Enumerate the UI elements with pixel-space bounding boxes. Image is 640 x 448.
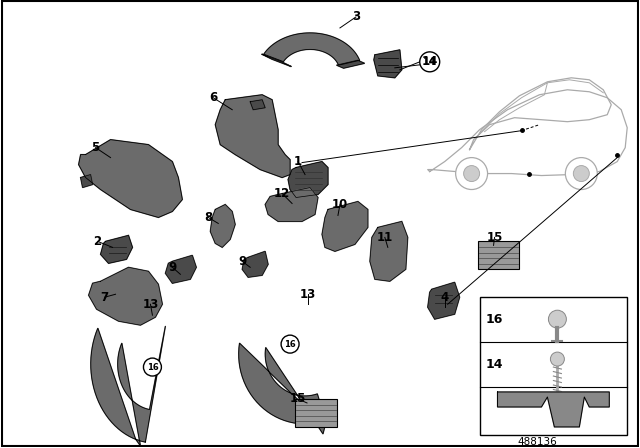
Polygon shape: [374, 50, 402, 78]
Polygon shape: [81, 175, 93, 188]
Circle shape: [456, 158, 488, 190]
Text: 14: 14: [422, 56, 438, 69]
Text: 4: 4: [440, 291, 449, 304]
Circle shape: [573, 166, 589, 181]
Text: 9: 9: [238, 255, 246, 268]
Polygon shape: [337, 60, 365, 68]
Text: 488136: 488136: [518, 437, 557, 447]
Text: 14: 14: [486, 358, 503, 370]
Polygon shape: [250, 100, 265, 110]
Text: 16: 16: [147, 362, 158, 371]
Text: 16: 16: [284, 340, 296, 349]
Polygon shape: [428, 90, 627, 176]
Polygon shape: [91, 326, 165, 446]
Polygon shape: [370, 221, 408, 281]
Polygon shape: [215, 95, 290, 177]
Text: 11: 11: [377, 231, 393, 244]
Text: 16: 16: [486, 313, 503, 326]
Text: 2: 2: [93, 235, 102, 248]
Polygon shape: [211, 204, 236, 247]
Bar: [479, 297, 627, 435]
Polygon shape: [100, 235, 132, 263]
Circle shape: [420, 52, 440, 72]
Polygon shape: [288, 162, 328, 198]
Polygon shape: [88, 267, 163, 325]
Polygon shape: [165, 255, 196, 283]
Text: 9: 9: [168, 261, 177, 274]
Circle shape: [565, 158, 597, 190]
Text: 3: 3: [352, 10, 360, 23]
Text: 13: 13: [142, 298, 159, 311]
Polygon shape: [79, 140, 182, 217]
Polygon shape: [242, 251, 268, 277]
Text: 12: 12: [274, 187, 290, 200]
Circle shape: [463, 166, 479, 181]
Polygon shape: [322, 202, 368, 251]
Circle shape: [281, 335, 299, 353]
Text: 7: 7: [100, 291, 109, 304]
Text: 1: 1: [294, 155, 302, 168]
Polygon shape: [265, 188, 318, 221]
Circle shape: [550, 352, 564, 366]
Polygon shape: [497, 392, 609, 427]
Text: 13: 13: [300, 288, 316, 301]
Text: 10: 10: [332, 198, 348, 211]
Text: 15: 15: [486, 231, 503, 244]
Text: 5: 5: [92, 141, 100, 154]
Bar: [477, 241, 520, 269]
Circle shape: [548, 310, 566, 328]
Polygon shape: [262, 54, 291, 67]
Bar: [295, 399, 337, 427]
Text: 14: 14: [423, 57, 436, 67]
Circle shape: [143, 358, 161, 376]
Polygon shape: [428, 282, 460, 319]
Polygon shape: [264, 33, 360, 65]
Text: 15: 15: [290, 392, 307, 405]
Polygon shape: [239, 343, 326, 434]
Text: 6: 6: [209, 91, 218, 104]
Text: 8: 8: [204, 211, 212, 224]
